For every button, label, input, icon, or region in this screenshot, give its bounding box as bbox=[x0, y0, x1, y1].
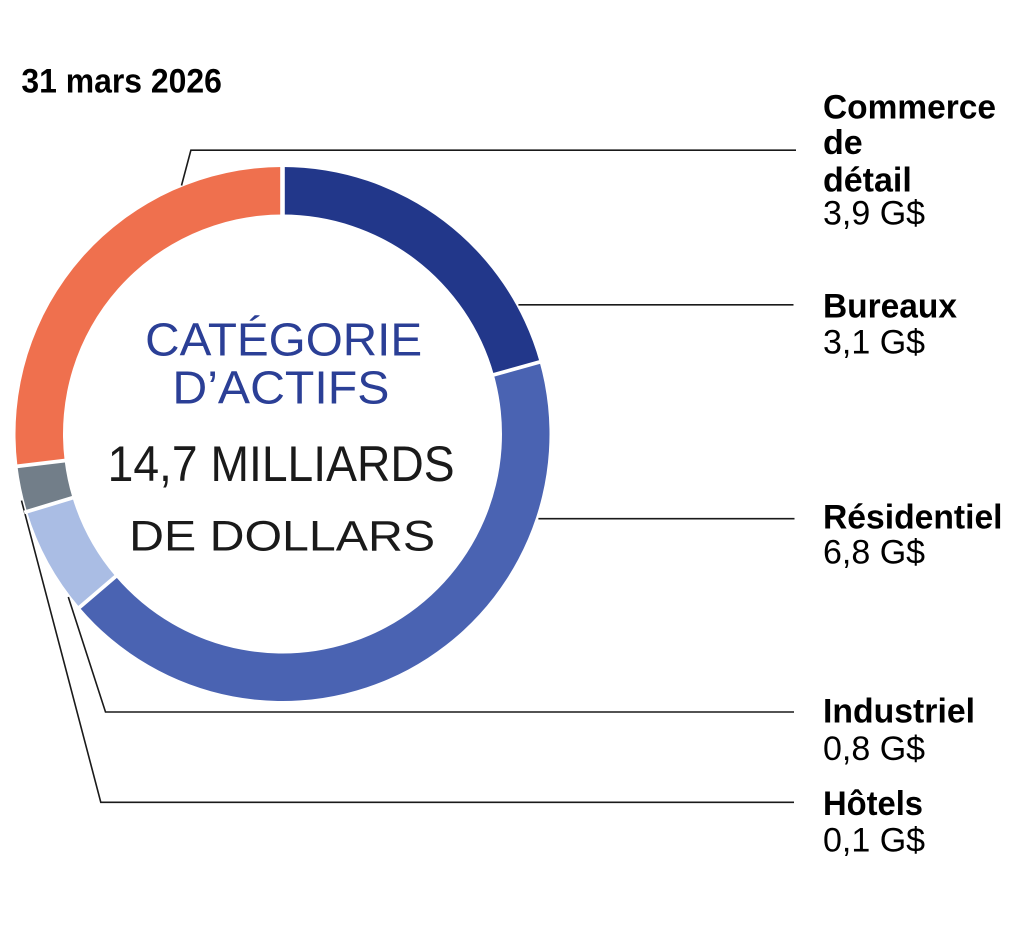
svg-text:CATÉGORIE: CATÉGORIE bbox=[145, 313, 422, 365]
svg-text:Bureaux: Bureaux bbox=[823, 288, 957, 326]
svg-text:Hôtels: Hôtels bbox=[823, 785, 923, 823]
svg-text:Résidentiel: Résidentiel bbox=[823, 498, 1003, 536]
svg-text:DE DOLLARS: DE DOLLARS bbox=[129, 512, 435, 560]
svg-text:6,8 G$: 6,8 G$ bbox=[823, 533, 925, 571]
svg-text:de: de bbox=[823, 124, 863, 162]
svg-text:D’ACTIFS: D’ACTIFS bbox=[172, 362, 389, 414]
svg-text:Industriel: Industriel bbox=[823, 693, 975, 731]
svg-text:0,8 G$: 0,8 G$ bbox=[823, 730, 925, 768]
svg-text:14,7 MILLIARDS: 14,7 MILLIARDS bbox=[108, 435, 455, 492]
svg-text:0,1 G$: 0,1 G$ bbox=[823, 822, 925, 860]
svg-text:Commerce: Commerce bbox=[823, 88, 996, 126]
svg-text:3,1 G$: 3,1 G$ bbox=[823, 323, 925, 361]
svg-text:31 mars 2026: 31 mars 2026 bbox=[21, 63, 222, 101]
svg-text:3,9 G$: 3,9 G$ bbox=[823, 195, 925, 233]
svg-text:détail: détail bbox=[823, 162, 912, 200]
